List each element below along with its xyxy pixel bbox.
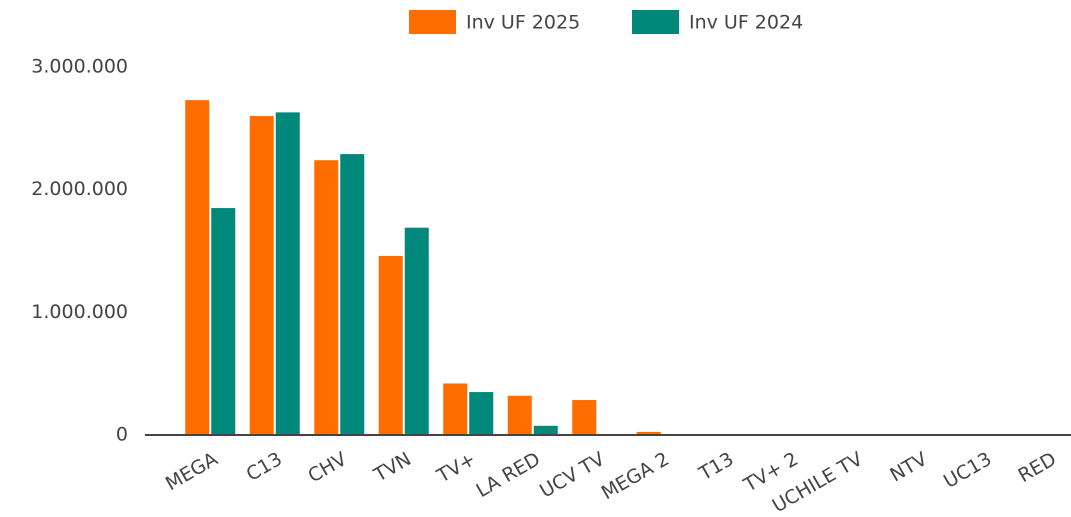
x-tick-label: C13 xyxy=(243,448,286,486)
bar xyxy=(507,395,532,435)
legend-swatch xyxy=(409,10,456,34)
x-tick-label: LA RED xyxy=(472,448,544,502)
bar xyxy=(469,392,494,435)
x-tick-label: UC13 xyxy=(940,448,995,493)
legend-label: Inv UF 2024 xyxy=(689,12,803,34)
bar xyxy=(404,227,429,435)
x-tick-label: RED xyxy=(1014,448,1060,487)
bar xyxy=(185,100,210,436)
bar xyxy=(249,116,274,436)
bar xyxy=(314,160,339,435)
legend-label: Inv UF 2025 xyxy=(466,12,580,34)
legend-swatch xyxy=(632,10,679,34)
bar xyxy=(211,208,236,435)
x-tick-label: MEGA 2 xyxy=(598,448,673,504)
x-tick-label: TVN xyxy=(370,448,415,487)
y-tick-label: 1.000.000 xyxy=(31,301,128,323)
bar xyxy=(636,431,661,435)
y-tick-label: 3.000.000 xyxy=(31,56,128,78)
bar xyxy=(533,425,558,435)
bar xyxy=(378,255,403,435)
bar xyxy=(340,154,365,436)
y-tick-label: 2.000.000 xyxy=(31,178,128,200)
bar xyxy=(572,400,597,435)
x-tick-label: T13 xyxy=(695,448,738,485)
x-tick-label: NTV xyxy=(886,448,931,486)
x-tick-label: UCV TV xyxy=(536,448,608,502)
bar xyxy=(443,383,468,435)
x-tick-label: MEGA xyxy=(162,448,222,495)
y-tick-label: 0 xyxy=(116,424,128,446)
bar xyxy=(275,112,300,436)
x-tick-label: CHV xyxy=(304,448,350,487)
